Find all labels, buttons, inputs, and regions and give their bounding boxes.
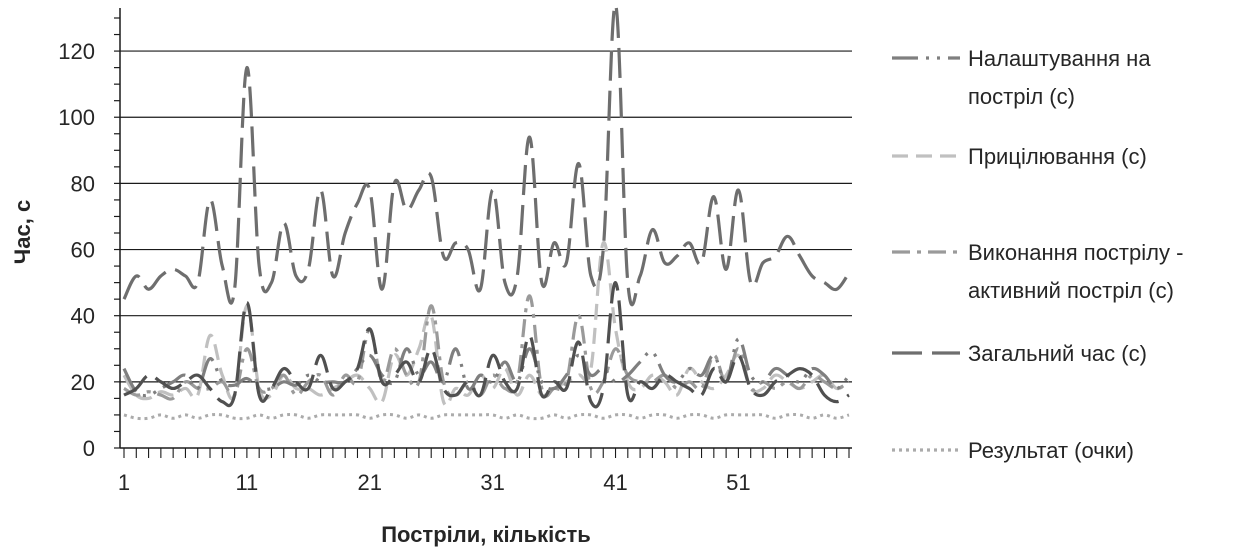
legend-item: Результат (очки) (892, 438, 1134, 463)
legend: Налаштування на постріл (с) Прицілювання (… (892, 46, 1183, 463)
legend-item: Загальний час (с) (892, 341, 1147, 366)
legend-item: Прицілювання (с) (892, 144, 1147, 169)
legend-label: Прицілювання (с) (968, 144, 1147, 169)
legend-label: постріл (с) (968, 84, 1075, 109)
legend-label: Виконання пострілу - (968, 240, 1183, 265)
legend-item: Налаштування на постріл (с) (892, 46, 1151, 109)
axes (114, 8, 852, 458)
x-tick-label: 11 (235, 470, 258, 495)
x-tick-label: 31 (480, 470, 504, 495)
y-tick-label: 20 (71, 370, 95, 395)
x-tick-label: 21 (358, 470, 382, 495)
series-lines (122, 3, 851, 421)
x-axis-title: Постріли, кількість (381, 522, 591, 547)
y-tick-label: 60 (71, 238, 95, 263)
legend-label: Загальний час (с) (968, 341, 1147, 366)
series-line (122, 3, 851, 307)
x-tick-label: 51 (726, 470, 750, 495)
y-tick-label: 100 (58, 105, 95, 130)
legend-label: активний постріл (с) (968, 278, 1174, 303)
y-tick-label: 120 (58, 39, 95, 64)
y-tick-label: 80 (71, 171, 95, 196)
y-tick-label: 40 (71, 304, 95, 329)
y-tick-label: 0 (83, 436, 95, 461)
x-tick-label: 1 (118, 470, 130, 495)
legend-item: Виконання пострілу - активний постріл (с) (892, 240, 1183, 303)
y-axis-title: Час, с (10, 200, 35, 264)
series-line (123, 412, 850, 421)
x-tick-label: 41 (603, 470, 627, 495)
legend-label: Налаштування на (968, 46, 1151, 71)
series-line (123, 281, 850, 409)
legend-label: Результат (очки) (968, 438, 1134, 463)
series-line (123, 294, 850, 401)
